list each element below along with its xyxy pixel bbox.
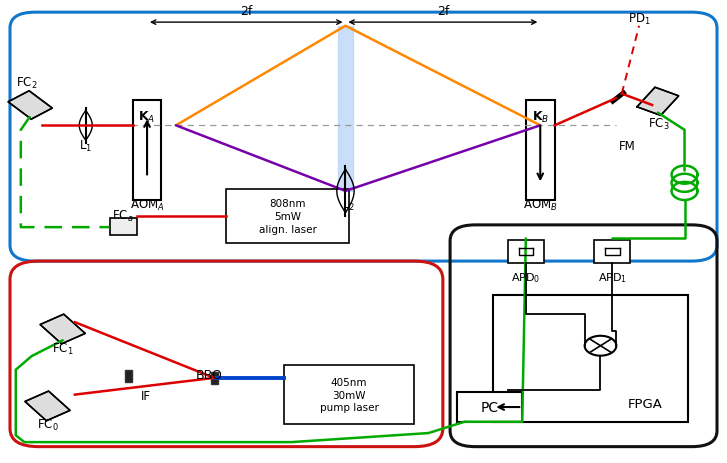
Bar	[284, 365, 414, 424]
Text: PD$_1$: PD$_1$	[627, 13, 651, 27]
Bar	[126, 370, 132, 382]
Text: FC$_3$: FC$_3$	[648, 116, 670, 131]
Text: 2f: 2f	[240, 5, 252, 18]
Text: AOM$_A$: AOM$_A$	[129, 198, 164, 213]
Text: PC: PC	[481, 400, 499, 414]
Text: 405nm
30mW
pump laser: 405nm 30mW pump laser	[320, 377, 379, 413]
Text: APD$_1$: APD$_1$	[598, 270, 627, 284]
Text: 2f: 2f	[437, 5, 449, 18]
Text: AOM$_B$: AOM$_B$	[523, 198, 558, 213]
Bar	[595, 240, 630, 264]
Text: IF: IF	[140, 389, 150, 402]
Bar	[211, 372, 218, 384]
Polygon shape	[8, 92, 52, 120]
Bar	[132, 101, 161, 200]
Text: 808nm
5mW
align. laser: 808nm 5mW align. laser	[259, 199, 317, 234]
Text: FPGA: FPGA	[628, 397, 663, 410]
Bar	[457, 393, 522, 422]
Bar	[226, 189, 349, 244]
Text: BBO: BBO	[196, 368, 222, 381]
Bar	[494, 295, 688, 422]
Text: L$_2$: L$_2$	[342, 198, 355, 213]
Text: L$_1$: L$_1$	[79, 139, 92, 154]
Text: K$_B$: K$_B$	[531, 109, 549, 125]
Polygon shape	[25, 391, 70, 421]
Text: APD$_0$: APD$_0$	[511, 270, 540, 284]
Polygon shape	[40, 314, 85, 344]
Text: FC$_1$: FC$_1$	[52, 341, 73, 356]
Text: FC$_2$: FC$_2$	[16, 75, 37, 91]
Bar	[110, 219, 137, 236]
Text: K$_A$: K$_A$	[138, 109, 156, 125]
Polygon shape	[637, 88, 679, 116]
Text: FC$_a$: FC$_a$	[113, 209, 134, 224]
Bar	[526, 101, 555, 200]
Bar	[507, 240, 544, 264]
Text: FM: FM	[619, 140, 635, 153]
Text: FC$_0$: FC$_0$	[36, 418, 58, 432]
